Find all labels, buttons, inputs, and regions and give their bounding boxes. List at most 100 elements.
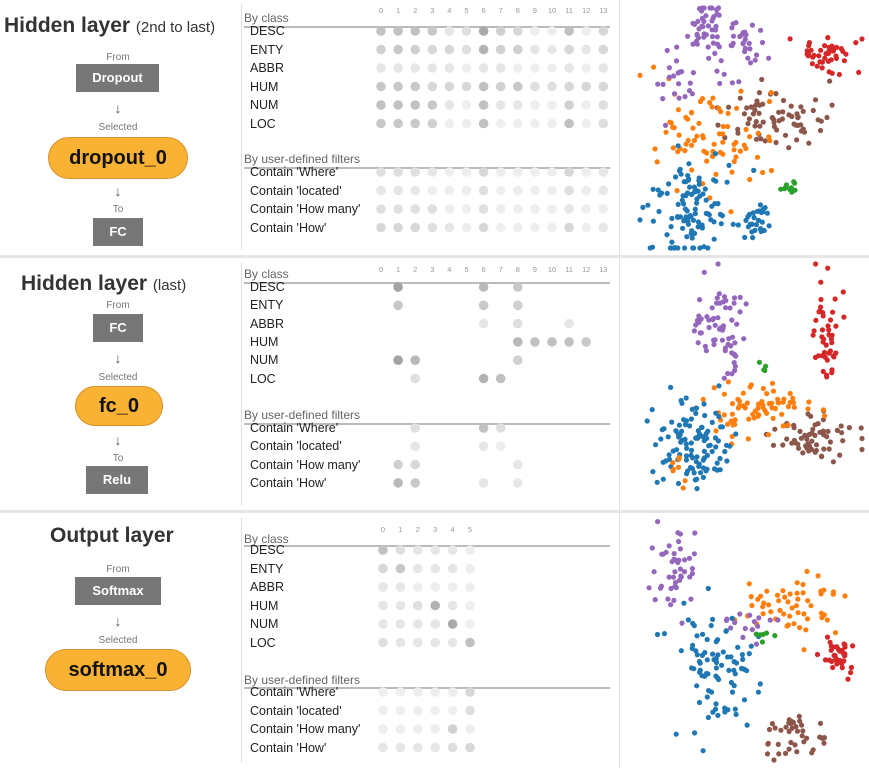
class-row-label[interactable]: NUM [250, 353, 279, 368]
scatter-point [746, 416, 752, 422]
selected-node-pill[interactable]: softmax_0 [45, 649, 191, 691]
scatter-point [822, 657, 829, 663]
scatter-point [696, 26, 702, 32]
activation-dot [564, 63, 574, 73]
filter-row-label[interactable]: Contain 'Where' [250, 165, 339, 179]
scatter-point [781, 611, 787, 617]
filter-row-label[interactable]: Contain 'located' [250, 183, 342, 198]
filter-row-label[interactable]: Contain 'How' [250, 740, 327, 755]
class-row-label[interactable]: HUM [250, 79, 279, 94]
scatter-point [760, 119, 766, 125]
class-row-label[interactable]: NUM [250, 98, 279, 112]
class-row-label[interactable]: HUM [250, 334, 279, 349]
class-row-label[interactable]: ENTY [250, 42, 284, 57]
scatter-point [800, 450, 806, 456]
scatter-point [720, 325, 726, 331]
scatter-point [737, 309, 743, 315]
scatter-point [760, 206, 766, 212]
scatter-point [687, 213, 693, 219]
activation-dot [427, 185, 438, 196]
scatter-point [685, 116, 691, 122]
class-row-label[interactable]: DESC [250, 280, 285, 294]
filter-row-label[interactable]: Contain 'How many' [250, 722, 361, 736]
scatter-point [683, 453, 690, 459]
scatter-point [777, 607, 783, 613]
title-sub: (2nd to last) [135, 19, 216, 36]
filter-row-label[interactable]: Contain 'How' [250, 220, 327, 235]
scatter-point [696, 319, 702, 325]
scatter-point [699, 225, 705, 231]
class-row-label[interactable]: ENTY [250, 561, 284, 576]
filter-row-label[interactable]: Contain 'located' [250, 439, 342, 454]
scatter-point [701, 455, 708, 461]
activation-dot [598, 118, 609, 129]
scatter-point [713, 444, 719, 450]
scatter-point [675, 464, 682, 470]
filter-row-label[interactable]: Contain 'How many' [250, 202, 361, 216]
class-row-label[interactable]: HUM [250, 598, 279, 613]
activation-dot [378, 687, 388, 697]
class-row-label[interactable]: LOC [250, 371, 276, 386]
scatter-point [699, 96, 706, 102]
scatter-point [681, 201, 687, 207]
scatter-point [806, 140, 812, 146]
scatter-point [735, 126, 741, 132]
filter-row-label[interactable]: Contain 'located' [250, 703, 342, 718]
from-layer-button[interactable]: FC [93, 314, 143, 342]
scatter-point [810, 426, 816, 432]
scatter-point [779, 116, 785, 122]
selected-node-pill[interactable]: dropout_0 [48, 137, 188, 179]
activation-dot [513, 26, 523, 36]
class-row-label[interactable]: NUM [250, 617, 279, 631]
scatter-point [759, 639, 765, 645]
tsne-scatter-plot[interactable] [636, 4, 866, 254]
scatter-point [834, 44, 840, 51]
activation-dot [478, 423, 489, 433]
class-row-label[interactable]: LOC [250, 635, 276, 650]
scatter-point [803, 627, 809, 633]
scatter-point [833, 350, 839, 356]
scatter-point [637, 217, 643, 223]
scatter-point [832, 630, 839, 636]
scatter-point [859, 435, 865, 442]
filter-row-label[interactable]: Contain 'Where' [250, 421, 339, 435]
to-layer-button[interactable]: FC [93, 218, 143, 246]
filter-row-label[interactable]: Contain 'How many' [250, 457, 361, 472]
selected-node-pill[interactable]: fc_0 [75, 386, 163, 426]
scatter-point [766, 98, 773, 105]
scatter-point [817, 720, 824, 726]
scatter-point [751, 215, 757, 221]
table-right-border [619, 258, 620, 510]
class-row-label[interactable]: DESC [250, 543, 285, 557]
scatter-point [692, 530, 698, 536]
from-layer-button[interactable]: Dropout [76, 64, 159, 92]
column-index-label: 2 [413, 6, 418, 15]
activation-dot [395, 563, 406, 574]
scatter-point [785, 599, 791, 605]
scatter-point [739, 652, 745, 658]
scatter-point [833, 323, 839, 329]
activation-dot [410, 100, 420, 110]
activation-dot [413, 687, 423, 697]
down-arrow-icon: ↓ [114, 350, 122, 366]
scatter-point [687, 80, 693, 86]
class-row-label[interactable]: LOC [250, 116, 276, 131]
scatter-point [753, 631, 759, 637]
scatter-point [666, 181, 672, 187]
scatter-point [800, 108, 806, 114]
class-row-label[interactable]: ABBR [250, 316, 285, 331]
class-row-label[interactable]: ABBR [250, 580, 285, 594]
tsne-scatter-plot[interactable] [636, 516, 866, 766]
activation-dot [465, 545, 475, 555]
to-layer-button[interactable]: Relu [86, 466, 148, 494]
filter-row-label[interactable]: Contain 'How' [250, 475, 327, 490]
scatter-point [674, 44, 680, 50]
from-layer-button[interactable]: Softmax [75, 577, 161, 605]
filter-row-label[interactable]: Contain 'Where' [250, 685, 339, 699]
class-row-label[interactable]: DESC [250, 24, 285, 38]
tsne-scatter-plot[interactable] [636, 260, 866, 508]
class-row-label[interactable]: ENTY [250, 298, 284, 313]
activation-dot [461, 167, 472, 177]
class-row-label[interactable]: ABBR [250, 61, 285, 75]
activation-dot [478, 204, 489, 214]
